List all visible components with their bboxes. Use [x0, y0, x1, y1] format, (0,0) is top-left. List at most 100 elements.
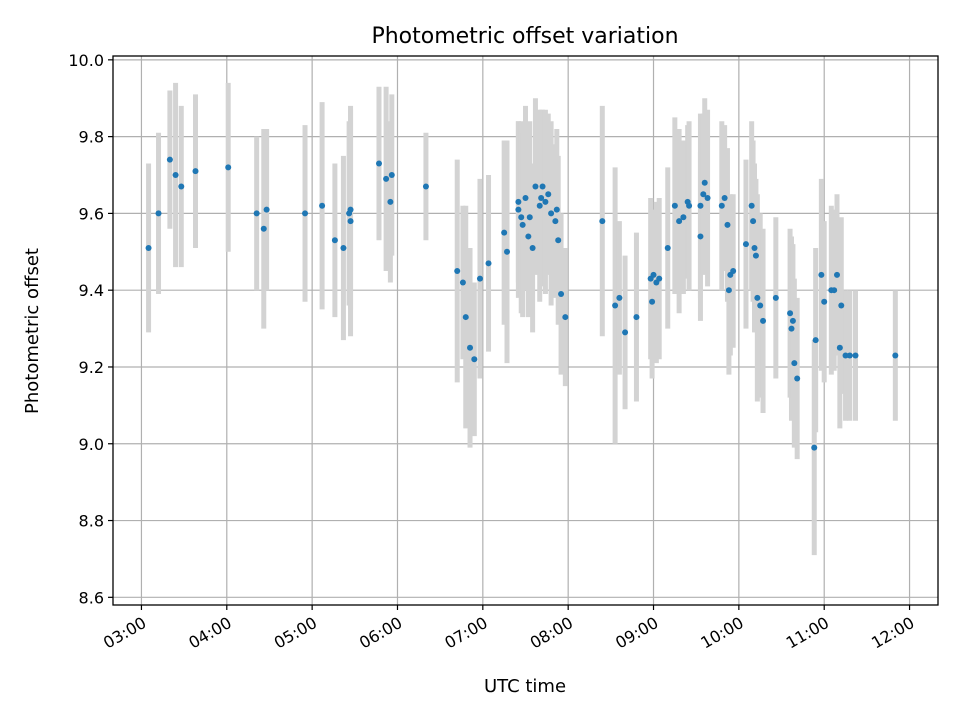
data-points [145, 156, 899, 451]
data-point [724, 221, 731, 228]
y-tick-label: 8.8 [79, 512, 104, 531]
data-point [697, 202, 704, 209]
data-point [721, 195, 728, 202]
y-tick-label: 8.6 [79, 588, 104, 607]
data-point [462, 314, 469, 321]
data-point [525, 233, 532, 240]
data-point [789, 317, 796, 324]
data-point [831, 287, 838, 294]
plot-frame [112, 55, 939, 606]
data-point [757, 302, 764, 309]
data-point [225, 164, 232, 171]
data-point [548, 210, 555, 217]
data-point [754, 294, 761, 301]
data-point [612, 302, 619, 309]
data-point [616, 294, 623, 301]
data-point [892, 352, 899, 359]
data-point [742, 241, 749, 248]
data-point [375, 160, 382, 167]
data-point [166, 156, 173, 163]
data-point [383, 175, 390, 182]
data-point [633, 314, 640, 321]
data-point [852, 352, 859, 359]
data-point [750, 218, 757, 225]
data-point [319, 202, 326, 209]
data-point [553, 206, 560, 213]
data-point [686, 202, 693, 209]
y-tick-label: 9.8 [79, 128, 104, 147]
y-axis-label: Photometric offset [22, 248, 43, 414]
data-point [752, 252, 759, 259]
data-point [459, 279, 466, 286]
data-point [821, 298, 828, 305]
data-point [515, 206, 522, 213]
data-point [331, 237, 338, 244]
data-point [772, 294, 779, 301]
data-point [676, 218, 683, 225]
data-point [532, 183, 539, 190]
data-point [725, 287, 732, 294]
data-point [834, 271, 841, 278]
data-point [704, 195, 711, 202]
data-point [671, 202, 678, 209]
data-point [467, 344, 474, 351]
chart-title: Photometric offset variation [371, 24, 678, 49]
data-point [697, 233, 704, 240]
data-point [748, 202, 755, 209]
data-point [529, 244, 536, 251]
data-point [526, 214, 533, 221]
data-point [302, 210, 309, 217]
data-point [656, 275, 663, 282]
data-point [558, 291, 565, 298]
data-point [730, 267, 737, 274]
data-point [701, 179, 708, 186]
y-tick-label: 9.6 [79, 204, 104, 223]
data-point [812, 337, 819, 344]
data-point [842, 352, 849, 359]
data-point [751, 244, 758, 251]
y-ticks: 8.6 8.8 9.0 9.2 9.4 9.6 9.8 10.0 [68, 51, 113, 607]
data-point [501, 229, 508, 236]
data-point [650, 271, 657, 278]
y-tick-label: 9.2 [79, 358, 104, 377]
data-point [178, 183, 185, 190]
data-point [192, 168, 199, 175]
data-point [552, 218, 559, 225]
data-point [680, 214, 687, 221]
data-point [522, 195, 529, 202]
data-point [718, 202, 725, 209]
data-point [788, 325, 795, 332]
y-tick-label: 9.4 [79, 281, 104, 300]
data-point [555, 237, 562, 244]
data-point [649, 298, 656, 305]
data-point [172, 172, 179, 179]
data-point [818, 271, 825, 278]
data-point [454, 267, 461, 274]
data-point [476, 275, 483, 282]
data-point [846, 352, 853, 359]
data-point [787, 310, 794, 317]
data-point [347, 206, 354, 213]
data-point [519, 221, 526, 228]
data-point [562, 314, 569, 321]
y-tick-label: 9.0 [79, 435, 104, 454]
data-point [422, 183, 429, 190]
data-point [538, 195, 545, 202]
data-point [599, 218, 606, 225]
data-point [155, 210, 162, 217]
data-point [838, 302, 845, 309]
data-point [791, 360, 798, 367]
data-point [515, 198, 522, 205]
data-point [504, 248, 511, 255]
data-point [260, 225, 267, 232]
data-point [387, 198, 394, 205]
data-point [545, 191, 552, 198]
data-point [811, 444, 818, 451]
data-point [145, 244, 152, 251]
data-point [664, 244, 671, 251]
data-point [836, 344, 843, 351]
data-point [518, 214, 525, 221]
data-point [263, 206, 270, 213]
data-point [700, 191, 707, 198]
